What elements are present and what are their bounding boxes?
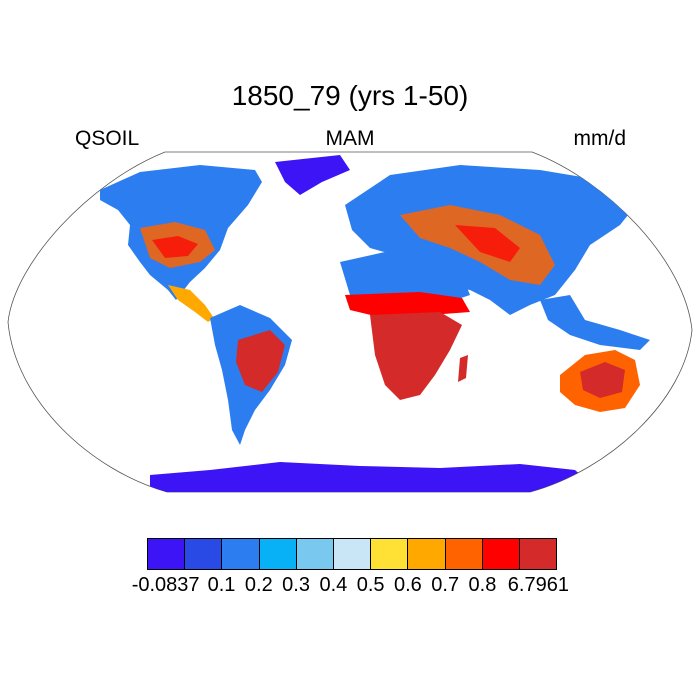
variable-label: QSOIL [75,127,140,150]
colorbar-tick-label: -0.0837 [131,574,200,596]
season-label: MAM [325,127,375,150]
map-title: 1850_79 (yrs 1-50) [231,80,469,111]
colorbar-tick-label: 0.3 [282,574,310,596]
central-america [168,285,214,322]
colorbar-tick-label: 0.6 [394,574,422,596]
colorbar-tick-label: 0.4 [319,574,348,596]
colorbar-box [148,539,186,569]
colorbar-box [259,539,297,569]
colorbar-tick-label: 6.7961 [507,574,569,596]
colorbar-tick-label: 0.8 [468,574,497,596]
colorbar-tick-label: 0.5 [356,574,385,596]
colorbar-tick-label: 0.1 [207,574,236,596]
australia-core [580,362,625,398]
sa-hotspot [236,330,285,392]
colorbar-tick-label: 0.2 [244,574,273,596]
eurasia-hotspot-core [455,225,520,262]
colorbar-box [222,539,260,569]
africa-sahel [345,292,470,316]
colorbar-box [371,539,409,569]
africa-north [340,252,470,300]
colorbar-box [519,539,557,569]
colorbar-box [408,539,446,569]
africa-south [370,312,462,400]
southeast-asia [540,295,650,350]
antarctica [150,462,600,492]
colorbar-box [445,539,483,569]
colorbar-tick-label: 0.7 [431,574,460,596]
colorbar-box [296,539,334,569]
land-fields [100,155,668,492]
na-hotspot-core [152,236,198,258]
madagascar [458,355,468,382]
colorbar-box [185,539,223,569]
colorbar-box [333,539,372,569]
greenland [275,155,350,195]
units-label: mm/d [573,127,627,150]
colorbar-box [482,539,520,569]
colorbar [147,538,557,570]
